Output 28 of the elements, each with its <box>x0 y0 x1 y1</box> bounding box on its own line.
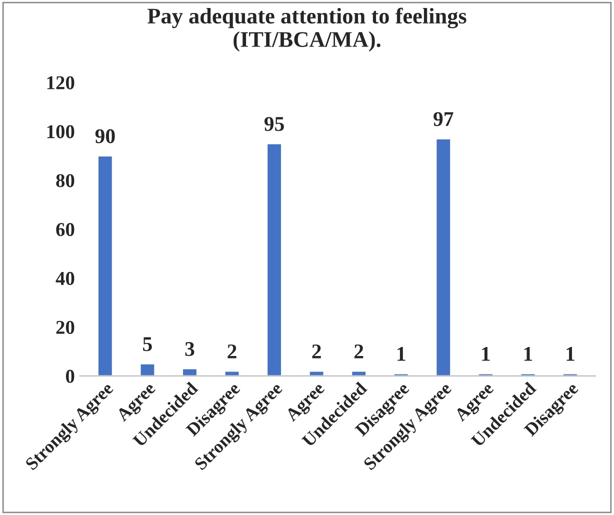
data-label: 90 <box>95 129 115 144</box>
data-label: 97 <box>434 112 454 126</box>
bar <box>97 155 114 376</box>
chart-title: Pay adequate attention to feelings (ITI/BCA/MA). <box>148 8 466 52</box>
data-label: 1 <box>398 346 406 361</box>
y-tick-label: 0 <box>66 370 74 383</box>
bar <box>308 370 325 376</box>
y-tick-label: 100 <box>47 125 74 138</box>
bar <box>350 370 367 376</box>
y-tick-label: 120 <box>47 76 74 90</box>
data-label: 1 <box>524 346 532 361</box>
bar <box>139 363 156 376</box>
y-tick-label: 40 <box>56 272 74 286</box>
data-label: 1 <box>566 346 574 361</box>
data-label: 2 <box>312 344 321 358</box>
data-label: 3 <box>185 342 194 356</box>
data-label: 5 <box>143 337 152 352</box>
bar <box>182 368 198 376</box>
data-label: 2 <box>228 344 236 358</box>
data-label: 2 <box>354 344 364 358</box>
bar <box>266 142 282 376</box>
data-label: 1 <box>482 346 490 361</box>
bar <box>224 370 240 376</box>
y-tick-label: 20 <box>56 320 74 334</box>
y-tick-label: 60 <box>56 222 74 236</box>
y-tick-label: 80 <box>56 174 74 188</box>
data-label: 95 <box>264 116 284 131</box>
bar <box>435 138 452 376</box>
